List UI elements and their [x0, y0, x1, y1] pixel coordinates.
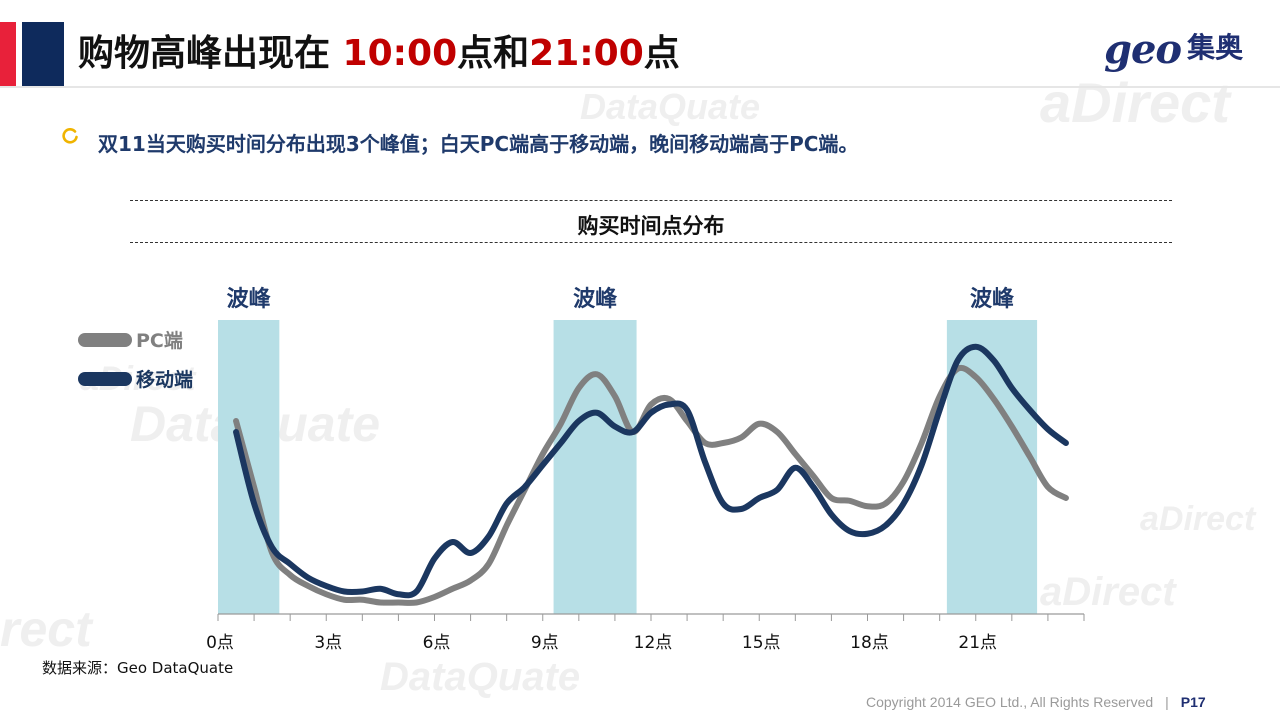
- header-divider: [0, 86, 1280, 88]
- page-number: P17: [1180, 694, 1206, 710]
- legend-swatch-mobile: [78, 372, 132, 386]
- bullet-arc-icon: [62, 128, 78, 144]
- bg-word: rect: [0, 601, 92, 657]
- page-title: 购物高峰出现在 10:00点和21:00点: [78, 24, 680, 76]
- chart-title-bottom-rule: [130, 242, 1172, 243]
- title-time-2: 21:00: [529, 33, 644, 74]
- title-prefix: 购物高峰出现在: [78, 33, 343, 74]
- copyright: Copyright 2014 GEO Ltd., All Rights Rese…: [866, 694, 1154, 710]
- data-source-note: 数据来源：Geo DataQuate: [42, 659, 234, 677]
- legend-swatch-pc: [78, 333, 132, 347]
- title-time-1: 10:00: [342, 33, 458, 74]
- bg-word: aDirect: [1140, 500, 1256, 538]
- pc-series-line: [233, 364, 1069, 606]
- x-tick-label: 6点: [423, 633, 451, 653]
- subtitle: 双11当天购买时间分布出现3个峰值；白天PC端高于移动端，晚间移动端高于PC端。: [98, 132, 859, 156]
- bg-word: DataQuate: [580, 86, 761, 127]
- footer: Copyright 2014 GEO Ltd., All Rights Rese…: [866, 694, 1206, 710]
- title-suffix: 点: [643, 33, 680, 74]
- chart-title-top-rule: [130, 200, 1172, 201]
- chart-title: 购买时间点分布: [577, 214, 725, 238]
- x-tick-label: 0点: [206, 633, 234, 653]
- x-tick-label: 21点: [958, 633, 997, 653]
- x-tick-label: 15点: [742, 633, 781, 653]
- title-mid: 点和: [457, 33, 530, 74]
- x-tick-label: 9点: [531, 633, 559, 653]
- header-accent-navy-block: [22, 22, 64, 88]
- header-accent-red-bar: [0, 22, 16, 88]
- x-tick-label: 18点: [850, 633, 889, 653]
- peak-band: [553, 320, 637, 614]
- legend-label-mobile: 移动端: [136, 369, 194, 391]
- geo-logo: geo 集奥: [1104, 26, 1243, 73]
- peak-label: 波峰: [573, 287, 618, 312]
- bg-word: DataQuate: [380, 655, 581, 699]
- bg-word: aDirect: [1040, 71, 1230, 134]
- mobile-series-line: [233, 343, 1069, 599]
- logo-geo-text: geo: [1104, 26, 1182, 73]
- bg-word: aDirect: [1040, 570, 1176, 614]
- x-tick-label: 3点: [314, 633, 342, 653]
- footer-separator: |: [1165, 694, 1169, 710]
- peak-label: 波峰: [227, 287, 272, 312]
- logo-cn-text: 集奥: [1187, 31, 1244, 64]
- peak-label: 波峰: [970, 287, 1015, 312]
- legend-label-pc: PC端: [136, 330, 183, 352]
- peak-band: [946, 320, 1038, 614]
- x-tick-label: 12点: [634, 633, 673, 653]
